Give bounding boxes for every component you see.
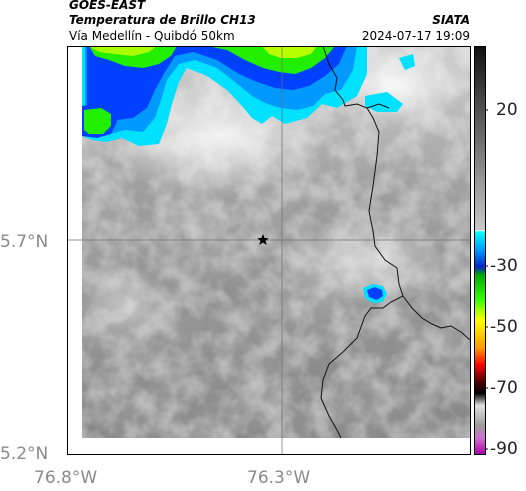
admin-borders: [320, 46, 471, 439]
colorbar-tick-label: -70: [490, 378, 518, 398]
lat-label: 5.7°N: [0, 232, 49, 252]
satellite-map: [67, 46, 471, 455]
satellite-title: GOES-EAST: [69, 0, 146, 12]
colorbar-scale: [474, 46, 486, 455]
route-subtitle: Vía Medellín - Quibdó 50km: [69, 29, 235, 43]
colorbar: [474, 46, 488, 455]
datetime-label: 2024-07-17 19:09: [361, 29, 470, 43]
colorbar-tick-label: -90: [490, 439, 518, 459]
no-data-area: [67, 46, 82, 455]
colorbar-tick-label: -50: [490, 317, 518, 337]
source-label: SIATA: [432, 13, 470, 27]
map-frame: [67, 46, 471, 455]
star-icon: [257, 234, 269, 245]
product-title: Temperatura de Brillo CH13: [69, 13, 256, 27]
colorbar-tick-label: -30: [490, 256, 518, 276]
bright-cloud-area: [77, 266, 177, 346]
lat-label: 5.2°N: [0, 444, 49, 464]
colorbar-ticks: [486, 109, 488, 450]
lon-label: 76.3°W: [247, 468, 311, 488]
no-data-area: [67, 438, 471, 455]
bright-cloud-area: [287, 216, 447, 306]
lon-label: 76.8°W: [34, 468, 98, 488]
graticule: [67, 46, 471, 455]
colorbar-tick-label: 20: [496, 100, 518, 120]
